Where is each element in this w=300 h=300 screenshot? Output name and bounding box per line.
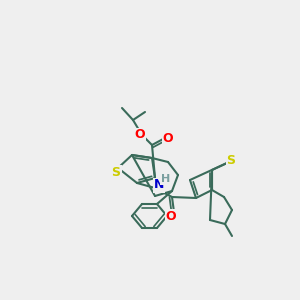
- Text: S: S: [226, 154, 236, 166]
- Text: O: O: [166, 209, 176, 223]
- Text: O: O: [163, 131, 173, 145]
- Text: H: H: [161, 174, 171, 184]
- Text: O: O: [135, 128, 145, 142]
- Text: N: N: [154, 178, 164, 191]
- Text: S: S: [112, 166, 121, 178]
